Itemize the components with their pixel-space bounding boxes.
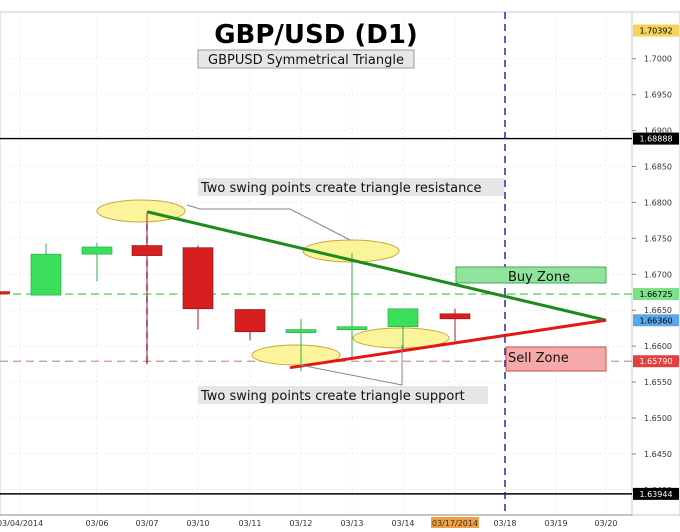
price-axis-panel (631, 11, 680, 516)
chart-title: GBP/USD (D1) (214, 20, 418, 50)
candle-body (387, 308, 419, 328)
price-badge (633, 132, 679, 145)
price-badge (633, 355, 679, 368)
current-date-highlight (431, 517, 479, 528)
price-badges: 1.70392 1.68888 1.66725 1.66360 1.65790 1.639… (633, 24, 679, 500)
y-tick-label: 1.6700 (644, 270, 672, 279)
sell-zone-label: Sell Zone (508, 351, 569, 366)
y-tick-label: 1.6800 (644, 198, 672, 207)
price-badge (633, 24, 679, 37)
support-arrow-left (299, 364, 403, 386)
x-tick-label: 03/10 (186, 519, 209, 528)
x-tick-label: 03/13 (340, 519, 363, 528)
candle-body (81, 246, 113, 255)
price-badge-label: 1.66360 (639, 316, 672, 325)
sell-zone-box (505, 346, 607, 372)
y-tick-label: 1.7000 (644, 55, 672, 64)
x-tick-label: 03/12 (289, 519, 312, 528)
swing-low-1 (251, 344, 341, 366)
swing-high-2 (302, 239, 400, 263)
price-badge-label: 1.65790 (639, 357, 672, 366)
x-tick-label: 03/04/2014 (0, 519, 43, 528)
y-tick-label: 1.6900 (644, 127, 672, 136)
x-tick-label: 03/06 (85, 519, 108, 528)
resistance-trendline (146, 210, 607, 322)
buy-zone-box (455, 266, 607, 284)
candles (0, 213, 471, 372)
support-note: Two swing points create triangle support (200, 389, 465, 404)
price-badge-label: 1.66725 (639, 290, 672, 299)
x-tick-label: 03/14 (391, 519, 414, 528)
price-badge-label: 1.68888 (639, 135, 672, 144)
chart-subtitle: GBPUSD Symmetrical Triangle (208, 53, 404, 68)
x-tick-label: 03/11 (238, 519, 261, 528)
swing-low-2 (352, 327, 450, 349)
trendlines (146, 210, 607, 370)
resistance-arrow (200, 208, 351, 241)
candle-body (30, 253, 62, 296)
candle-body (182, 247, 214, 310)
y-tick-label: 1.6600 (644, 342, 672, 351)
price-badge (633, 487, 679, 500)
candle-body (0, 291, 10, 295)
support-trendline (289, 318, 607, 370)
candle-body (131, 245, 163, 256)
resistance-note: Two swing points create triangle resista… (200, 181, 482, 196)
price-badge (633, 288, 679, 301)
y-tick-label: 1.6550 (644, 378, 672, 387)
candle-body (234, 309, 266, 333)
price-badge-label: 1.63944 (639, 490, 672, 499)
y-tick-label: 1.6500 (644, 414, 672, 423)
y-tick-label: 1.6950 (644, 91, 672, 100)
resistance-note-box (198, 178, 504, 196)
resistance-arrow-head (186, 204, 201, 210)
x-tick-label: 03/17/2014 (432, 519, 478, 528)
candle-body (439, 313, 471, 320)
x-tick-label: 03/18 (493, 519, 516, 528)
plot-area (0, 11, 633, 516)
x-tick-label: 03/07 (135, 519, 158, 528)
buy-zone-label: Buy Zone (508, 270, 570, 285)
annotation-arrows (186, 204, 403, 386)
price-badge (633, 314, 679, 327)
y-tick-label: 1.6650 (644, 306, 672, 315)
price-badge-label: 1.70392 (639, 27, 672, 36)
x-tick-label: 03/20 (594, 519, 617, 528)
y-tick-label: 1.6850 (644, 162, 672, 171)
date-axis: 03/04/2014 03/06 03/07 03/10 03/11 03/12 03/13… (0, 517, 618, 528)
support-note-box (198, 386, 488, 404)
y-tick-label: 1.6750 (644, 234, 672, 243)
x-tick-label: 03/19 (544, 519, 567, 528)
y-tick-label: 1.6450 (644, 450, 672, 459)
candle-body (285, 329, 317, 333)
subtitle-box (197, 49, 415, 69)
candle-body (336, 326, 368, 331)
zones: Buy Zone Sell Zone (455, 266, 607, 372)
